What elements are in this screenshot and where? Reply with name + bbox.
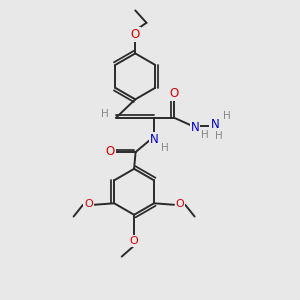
Text: N: N: [191, 121, 200, 134]
Text: N: N: [210, 118, 219, 131]
Text: O: O: [169, 87, 178, 100]
Text: H: H: [215, 131, 223, 141]
Text: O: O: [176, 199, 184, 209]
Text: H: H: [201, 130, 208, 140]
Text: O: O: [84, 199, 93, 209]
Text: H: H: [101, 109, 109, 119]
Text: O: O: [131, 28, 140, 41]
Text: O: O: [130, 236, 139, 246]
Text: N: N: [150, 133, 159, 146]
Text: O: O: [105, 145, 115, 158]
Text: H: H: [161, 143, 169, 153]
Text: H: H: [223, 111, 230, 122]
